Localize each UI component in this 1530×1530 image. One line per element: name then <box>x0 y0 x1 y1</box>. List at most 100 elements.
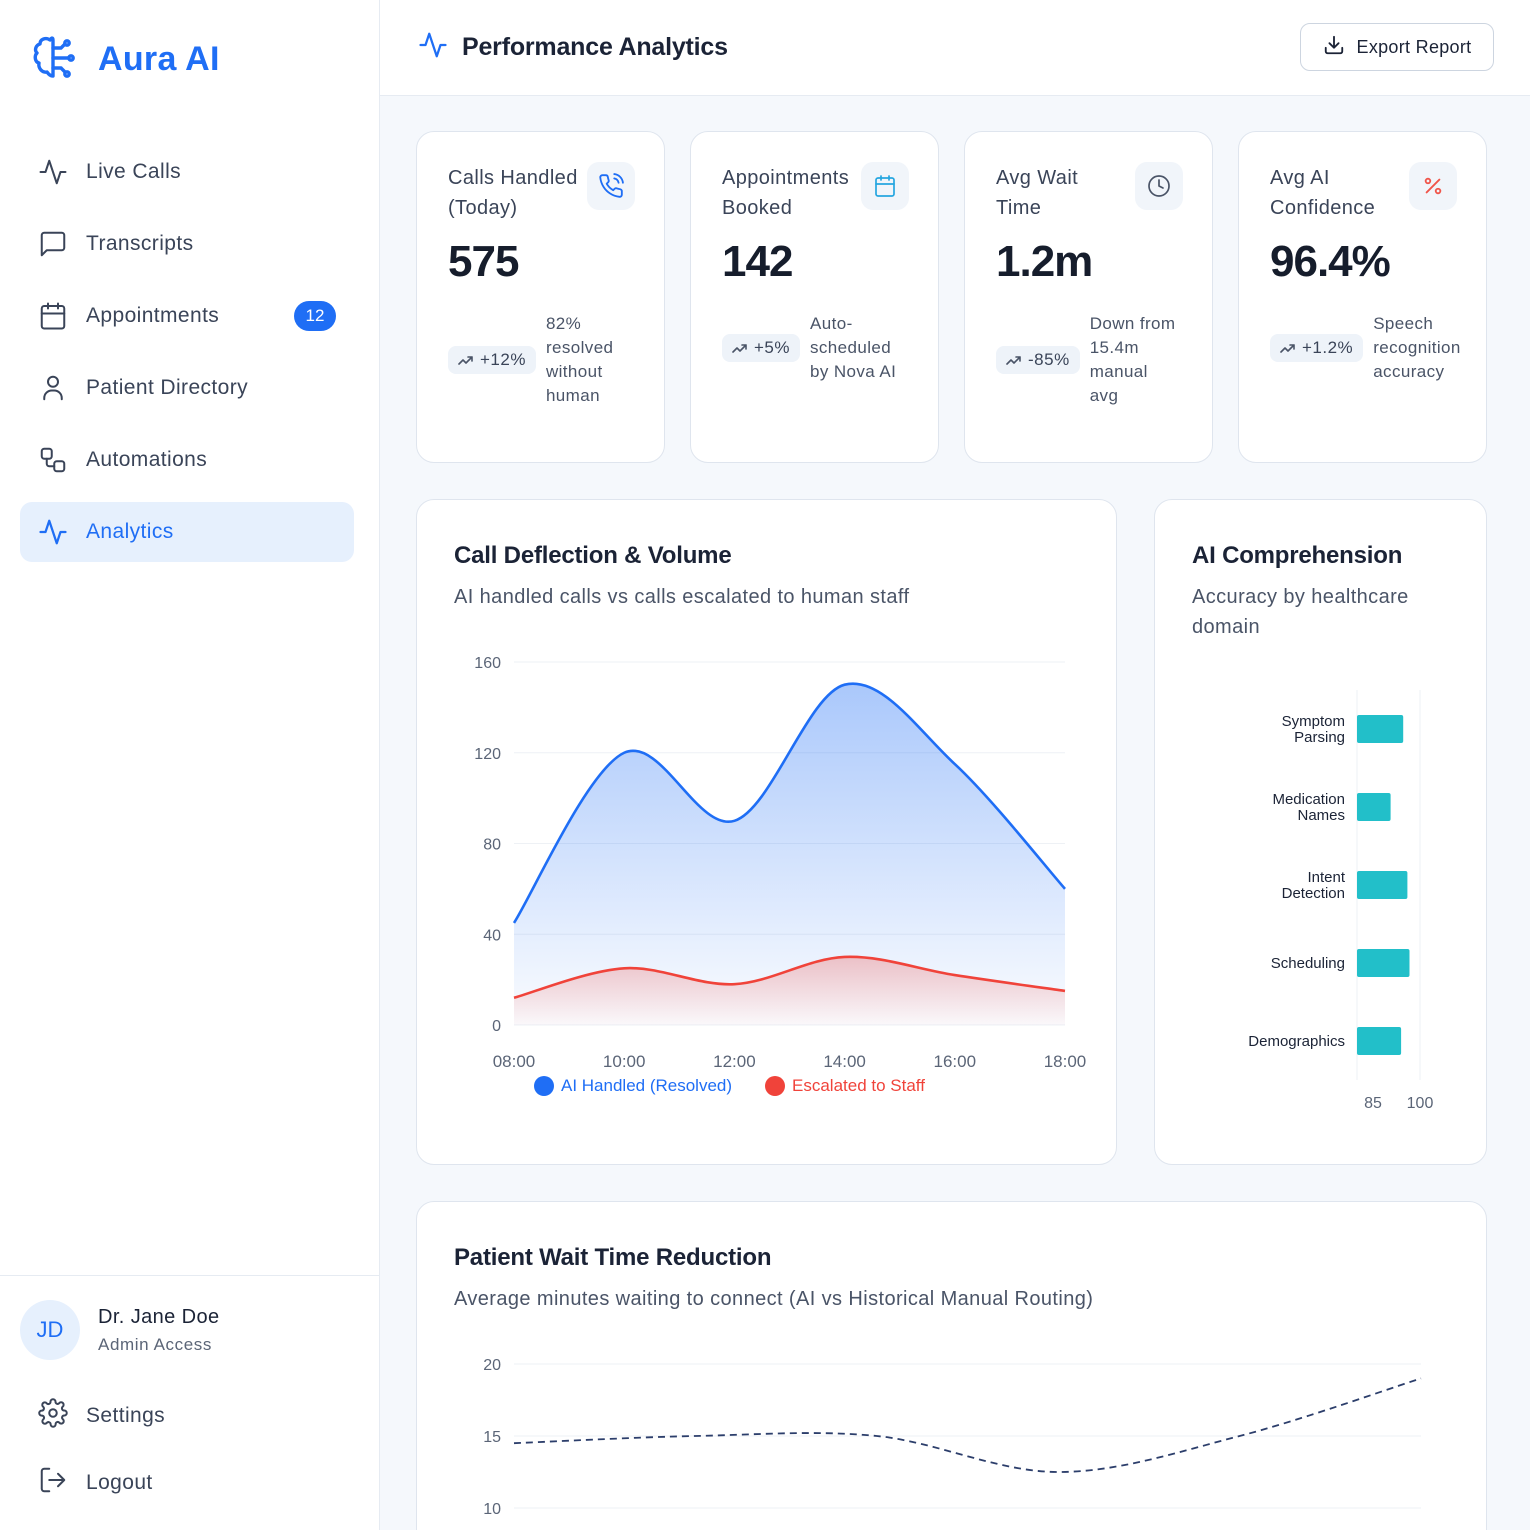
stat-note: Down from 15.4m manual avg <box>1089 314 1176 405</box>
user-role: Admin Access <box>98 1334 212 1354</box>
sidebar-item-label: Automations <box>86 448 208 471</box>
logout-label: Logout <box>86 1470 153 1494</box>
stat-value: 142 <box>722 237 793 286</box>
y-tick-label: 120 <box>474 746 501 763</box>
user-name: Dr. Jane Doe <box>98 1305 220 1328</box>
series-area <box>514 956 1065 1025</box>
appointments-count-badge: 12 <box>294 301 336 331</box>
trend-badge: +5% <box>722 334 800 362</box>
category-label: Symptom Parsing <box>1282 713 1345 746</box>
stat-label: Avg Wait Time <box>996 167 1079 219</box>
user-icon <box>38 373 68 403</box>
sidebar-item-appointments[interactable]: Appointments 12 <box>20 286 354 346</box>
brain-icon <box>32 34 76 85</box>
stat-card-avg-ai-confidence: Avg AI Confidence 96.4% +1.2% Speech rec… <box>1238 131 1487 463</box>
card-title: Patient Wait Time Reduction <box>454 1244 772 1271</box>
stat-label: Calls Handled (Today) <box>448 167 578 219</box>
y-tick-label: 0 <box>492 1018 501 1035</box>
wait-time-card: Patient Wait Time Reduction Average minu… <box>416 1201 1487 1530</box>
series-line <box>513 955 1066 1000</box>
y-tick-label: 10 <box>483 1501 501 1518</box>
trend-value: +1.2% <box>1302 338 1354 357</box>
series-line <box>513 1377 1422 1473</box>
stat-note: Auto-scheduled by Nova AI <box>810 314 897 381</box>
calendar-icon <box>861 162 909 210</box>
brand[interactable]: Aura AI <box>32 34 220 85</box>
trend-badge: +12% <box>448 346 536 374</box>
category-label: Scheduling <box>1271 955 1345 972</box>
user-profile[interactable]: JD Dr. Jane Doe Admin Access <box>20 1300 220 1360</box>
page-title: Performance Analytics <box>462 33 728 61</box>
stat-value: 96.4% <box>1270 237 1391 286</box>
wait-time-line-chart: 10 15 20 <box>483 1357 1422 1518</box>
stat-card-avg-wait-time: Avg Wait Time 1.2m -85% Down from 15.4m … <box>964 131 1213 463</box>
export-report-button[interactable]: Export Report <box>1300 23 1494 71</box>
category-label: Medication Names <box>1272 791 1345 824</box>
x-tick-label: 85 <box>1364 1095 1382 1112</box>
settings-label: Settings <box>86 1403 166 1427</box>
gear-icon <box>38 1398 68 1433</box>
sidebar-nav: Live Calls Transcripts Appointments 12 P… <box>20 142 354 574</box>
trending-up-icon <box>458 356 473 365</box>
card-subtitle: Accuracy by healthcare domain <box>1192 586 1409 638</box>
stat-note: Speech recognition accuracy <box>1373 314 1461 381</box>
sidebar-item-transcripts[interactable]: Transcripts <box>20 214 354 274</box>
bar <box>1357 1027 1402 1055</box>
y-tick-label: 40 <box>483 927 501 944</box>
y-tick-label: 15 <box>483 1429 501 1446</box>
download-icon <box>1323 34 1345 61</box>
card-subtitle: AI handled calls vs calls escalated to h… <box>454 586 910 608</box>
x-tick-label: 08:00 <box>493 1052 536 1071</box>
trend-badge: -85% <box>996 346 1080 374</box>
call-deflection-card: Call Deflection & Volume AI handled call… <box>416 499 1117 1165</box>
workflow-icon <box>38 445 68 475</box>
sidebar-item-patient-directory[interactable]: Patient Directory <box>20 358 354 418</box>
x-tick-label: 18:00 <box>1044 1052 1087 1071</box>
sidebar-item-label: Analytics <box>86 520 174 543</box>
bar <box>1357 793 1391 821</box>
settings-link[interactable]: Settings <box>38 1398 165 1433</box>
sidebar-item-label: Transcripts <box>86 232 194 255</box>
stat-value: 575 <box>448 237 519 286</box>
card-title: Call Deflection & Volume <box>454 542 732 569</box>
legend-label: Escalated to Staff <box>792 1076 925 1095</box>
series-line <box>512 682 1066 924</box>
sidebar-item-label: Live Calls <box>86 160 182 183</box>
message-square-icon <box>38 229 68 259</box>
trending-up-icon <box>732 344 747 353</box>
category-label: Demographics <box>1248 1033 1345 1050</box>
stat-card-calls-handled: Calls Handled (Today) 575 +12% 82% resol… <box>416 131 665 463</box>
sidebar-item-automations[interactable]: Automations <box>20 430 354 490</box>
sidebar-divider <box>0 1275 379 1276</box>
avatar: JD <box>20 1300 80 1360</box>
ai-comprehension-card: AI Comprehension Accuracy by healthcare … <box>1154 499 1487 1165</box>
legend-marker <box>534 1076 554 1096</box>
sidebar-item-live-calls[interactable]: Live Calls <box>20 142 354 202</box>
trending-up-icon <box>1006 356 1021 365</box>
comprehension-bar-chart: Symptom Parsing Medication Names Intent Detec… <box>1248 690 1433 1112</box>
call-volume-area-chart: 0 40 80 120 160 08:00 10:00 12:00 14:00 16:00 18:0… <box>474 655 1087 1096</box>
x-tick-label: 10:00 <box>603 1052 646 1071</box>
trend-badge: +1.2% <box>1270 334 1364 362</box>
bar <box>1357 949 1410 977</box>
stat-note: 82% resolved without human <box>545 314 614 405</box>
y-tick-label: 160 <box>474 655 501 672</box>
logout-icon <box>38 1465 68 1500</box>
sidebar: Aura AI Live Calls Transcripts Appointme… <box>0 0 380 1530</box>
activity-icon <box>38 517 68 547</box>
stat-label: Avg AI Confidence <box>1270 167 1376 219</box>
series-area <box>514 683 1065 1025</box>
card-title: AI Comprehension <box>1192 542 1403 569</box>
x-tick-label: 14:00 <box>823 1052 866 1071</box>
sidebar-item-label: Patient Directory <box>86 376 249 399</box>
trend-value: +5% <box>754 338 790 357</box>
sidebar-item-analytics[interactable]: Analytics <box>20 502 354 562</box>
x-tick-label: 16:00 <box>934 1052 977 1071</box>
phone-call-icon <box>587 162 635 210</box>
stat-card-appointments-booked: Appointments Booked 142 +5% Auto-schedul… <box>690 131 939 463</box>
trend-value: +12% <box>480 350 526 369</box>
logout-link[interactable]: Logout <box>38 1465 153 1500</box>
export-report-label: Export Report <box>1356 36 1472 57</box>
activity-icon <box>38 157 68 187</box>
trend-value: -85% <box>1028 350 1070 369</box>
